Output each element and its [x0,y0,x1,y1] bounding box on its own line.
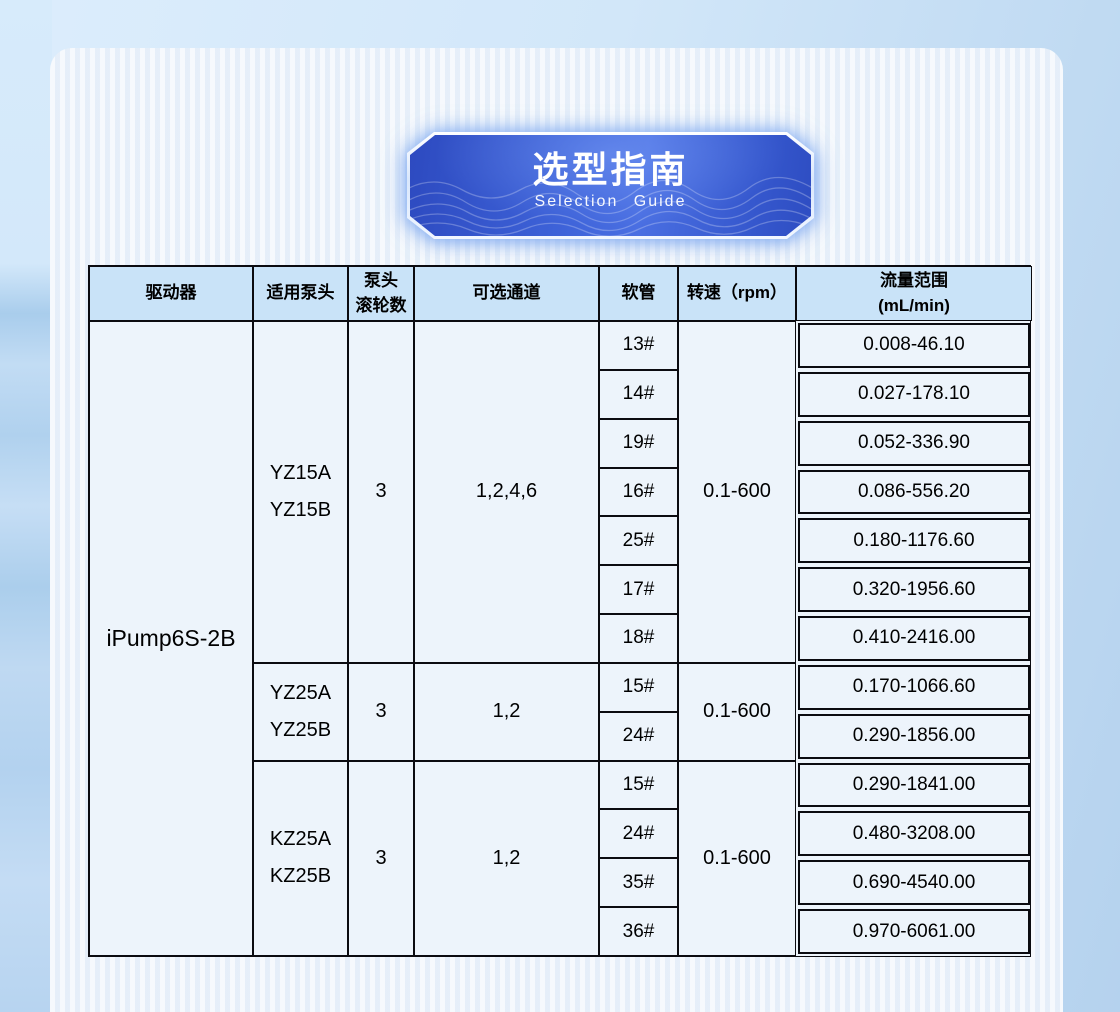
flow-range-cell: 0.180-1176.60 [798,518,1030,564]
flow-range-cell: 0.320-1956.60 [798,567,1030,613]
speed-cell: 0.1-600 [678,321,796,663]
tube-cell: 18# [599,614,678,663]
tube-cell: 36# [599,907,678,956]
page-title: 选型指南 [532,149,689,190]
wave-decoration-icon [410,172,811,236]
driver-cell: iPump6S-2B [89,321,253,956]
pump-head-cell: YZ25A YZ25B [253,662,348,761]
flow-range-cell: 0.410-2416.00 [798,616,1030,661]
flow-range-cell: 0.170-1066.60 [798,664,1030,710]
header-cell-pump-head: 适用泵头 [253,266,348,321]
pump-head-cell: YZ15A YZ15B [253,321,348,663]
header-cell-tubing: 软管 [599,266,678,321]
flow-range-cell: 0.052-336.90 [798,420,1030,466]
tube-cell: 24# [599,809,678,859]
flow-range-cell: 0.027-178.10 [798,371,1030,417]
channels-cell: 1,2 [414,760,599,956]
section-banner: 选型指南 Selection Guide [407,132,814,239]
rollers-cell: 3 [348,662,414,761]
header-cell-channels: 可选通道 [414,266,599,321]
tube-cell: 16# [599,467,678,517]
rollers-cell: 3 [348,760,414,956]
tube-cell: 15# [599,662,678,712]
page-subtitle: Selection Guide [534,192,687,210]
tube-cell: 17# [599,565,678,615]
tube-cell: 35# [599,858,678,908]
flow-range-cell: 0.086-556.20 [798,469,1030,515]
tube-cell: 13# [599,321,678,370]
selection-table: 驱动器 适用泵头 泵头 滚轮数 可选通道 软管 转速（rpm） 流量范围 (mL… [88,265,1032,957]
flow-range-cell: 0.480-3208.00 [798,811,1030,857]
tube-cell: 24# [599,711,678,761]
flow-range-cell: 0.008-46.10 [798,323,1030,368]
tube-cell: 14# [599,369,678,419]
channels-cell: 1,2,4,6 [414,321,599,663]
pump-head-cell: KZ25A KZ25B [253,760,348,956]
header-cell-speed: 转速（rpm） [678,266,796,321]
rollers-cell: 3 [348,321,414,663]
speed-cell: 0.1-600 [678,760,796,956]
header-cell-flow-range: 流量范围 (mL/min) [796,266,1032,321]
flow-range-cell: 0.290-1841.00 [798,762,1030,808]
tube-cell: 25# [599,516,678,566]
background-photo-strip [0,0,52,1012]
banner-inner: 选型指南 Selection Guide [410,135,811,236]
flow-range-cell: 0.970-6061.00 [798,909,1030,954]
channels-cell: 1,2 [414,662,599,761]
tube-cell: 19# [599,418,678,468]
flow-range-cell: 0.690-4540.00 [798,860,1030,906]
flow-range-cell: 0.290-1856.00 [798,713,1030,759]
speed-cell: 0.1-600 [678,662,796,761]
header-cell-driver: 驱动器 [89,266,253,321]
tube-cell: 15# [599,760,678,810]
header-cell-rollers: 泵头 滚轮数 [348,266,414,321]
